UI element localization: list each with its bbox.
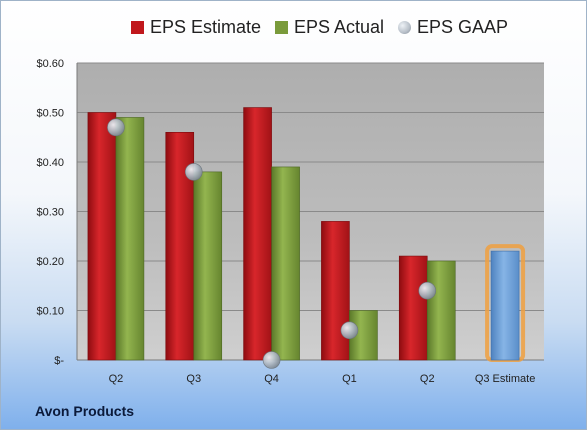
legend-label-actual: EPS Actual <box>294 17 385 37</box>
bar-eps-actual <box>271 166 300 361</box>
bar-eps-estimate <box>398 255 428 361</box>
x-tick-label: Q3 <box>186 373 201 385</box>
point-eps-gaap <box>107 118 125 137</box>
legend-item-estimate: EPS Estimate <box>131 17 261 38</box>
bar-eps-actual <box>426 260 456 361</box>
bar-eps-actual <box>193 171 223 361</box>
company-name: Avon Products <box>35 403 135 419</box>
y-tick-label: $- <box>54 355 64 367</box>
legend-swatch-actual <box>275 21 288 34</box>
point-eps-gaap <box>184 163 203 181</box>
legend-label-gaap: EPS GAAP <box>417 17 509 37</box>
x-tick-label: Q2 <box>420 373 435 385</box>
bar-eps-estimate <box>321 221 350 361</box>
x-tick-label: Q1 <box>342 373 357 385</box>
point-eps-gaap <box>418 281 437 300</box>
point-eps-gaap <box>340 321 359 340</box>
y-tick-label: $0.20 <box>36 256 64 268</box>
x-tick-label: Q2 <box>109 373 124 385</box>
x-tick-label: Q3 Estimate <box>475 373 536 385</box>
legend: EPS Estimate EPS Actual EPS GAAP <box>1 17 586 43</box>
legend-item-actual: EPS Actual <box>275 17 384 38</box>
y-tick-label: $0.60 <box>36 58 64 70</box>
bar-eps-estimate <box>87 112 117 361</box>
y-tick-label: $0.40 <box>36 157 64 169</box>
y-tick-label: $0.50 <box>36 108 64 120</box>
y-tick-label: $0.30 <box>36 207 64 219</box>
bar-eps-estimate <box>243 107 272 361</box>
bar-q3-estimate <box>490 250 520 361</box>
legend-swatch-gaap <box>398 21 411 34</box>
x-tick-label: Q4 <box>264 373 279 385</box>
legend-label-estimate: EPS Estimate <box>150 17 262 37</box>
bar-eps-actual <box>115 117 145 361</box>
legend-swatch-estimate <box>131 21 144 34</box>
y-tick-label: $0.10 <box>36 306 64 318</box>
point-eps-gaap <box>262 351 281 369</box>
legend-item-gaap: EPS GAAP <box>398 17 508 38</box>
